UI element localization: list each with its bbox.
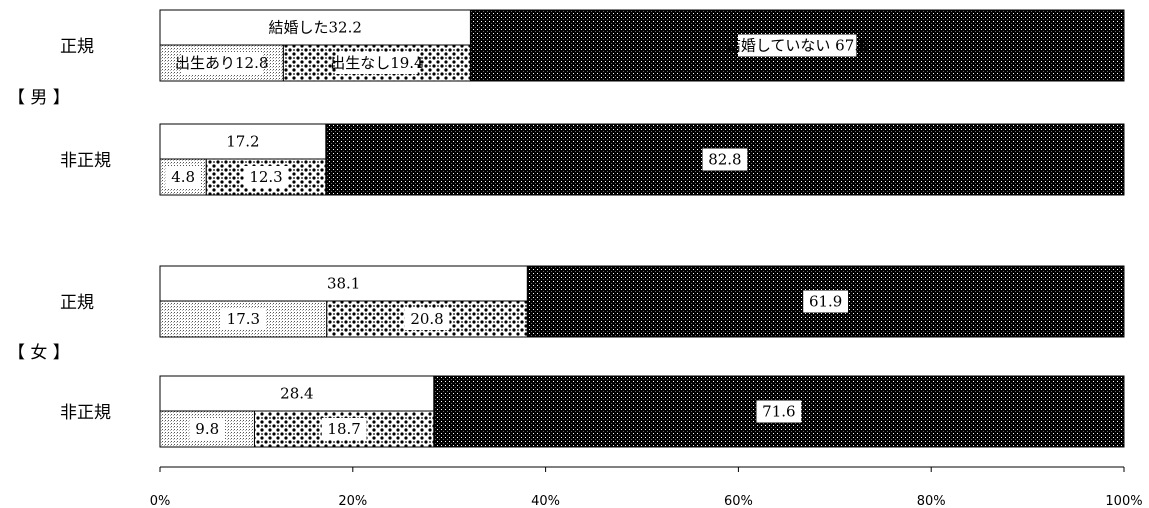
birth-0-label: 出生あり12.8: [175, 54, 268, 72]
no-birth-3-label-bg: [321, 418, 367, 440]
no-birth-1-label-group: 12.3: [243, 166, 289, 188]
no-birth-0-label: 出生なし19.4: [330, 54, 423, 72]
no-birth-1-label-bg: [243, 166, 289, 188]
birth-1-label-group: 4.8: [165, 166, 201, 188]
not-married-1-label-bg: [702, 148, 748, 171]
birth-1-label: 4.8: [171, 168, 195, 186]
group-labels: 【 男 】【 女 】: [8, 88, 70, 363]
bar-married-1: [159, 123, 327, 160]
not-married-2-label-group: 61.9: [803, 290, 849, 313]
x-tick-label-0: 0%: [150, 494, 171, 508]
not-married-1-label-group: 82.8: [702, 148, 748, 171]
birth-3-label-group: 9.8: [189, 418, 226, 440]
birth-2-label: 17.3: [227, 310, 260, 328]
bar-no-birth-2: [326, 300, 528, 338]
bar-row-2: 38.1 61.9 17.3 20.8: [159, 265, 1125, 338]
married-label-1: 17.2: [226, 133, 259, 151]
not-married-1-label: 82.8: [708, 151, 741, 169]
bar-row-1: 17.2 82.8 4.8 12.3: [159, 123, 1125, 196]
birth-3-label-bg: [189, 418, 226, 440]
no-birth-3-label: 18.7: [327, 420, 360, 438]
x-axis: 0% 20% 40% 60% 80% 100%: [150, 466, 1143, 508]
bars: 結婚した32.2 結婚していない 67.8 出生あり12.8 出生なし19.4 17.2…: [159, 9, 1125, 448]
x-tick-label-1: 20%: [338, 494, 367, 508]
x-tick-label-3: 60%: [724, 494, 753, 508]
no-birth-1-label: 12.3: [249, 168, 282, 186]
not-married-2-label: 61.9: [809, 293, 842, 311]
not-married-3-label: 71.6: [762, 403, 795, 421]
birth-0-label-group: 出生あり12.8: [175, 52, 268, 74]
bar-married-3: [159, 375, 435, 412]
row-label-1: 非正規: [60, 151, 111, 171]
married-label-2: 38.1: [327, 275, 360, 293]
not-married-3-label-group: 71.6: [756, 400, 802, 423]
x-tick-label-5: 100%: [1105, 494, 1142, 508]
x-tick-label-4: 80%: [917, 494, 946, 508]
group-label-0: 【 男 】: [8, 88, 70, 108]
group-label-1: 【 女 】: [8, 343, 70, 363]
bar-row-3: 28.4 71.6 9.8 18.7: [159, 375, 1125, 448]
row-label-0: 正規: [60, 37, 94, 57]
birth-0-label-bg: [180, 52, 263, 74]
no-birth-3-label-group: 18.7: [321, 418, 367, 440]
no-birth-2-label: 20.8: [410, 310, 443, 328]
not-married-0-label: 結婚していない 67.8: [726, 37, 869, 55]
not-married-0-label-group: 結婚していない 67.8: [726, 34, 869, 57]
no-birth-0-label-bg: [336, 52, 418, 74]
bar-married-2: [159, 265, 528, 302]
married-label-3: 28.4: [280, 385, 313, 403]
no-birth-2-label-bg: [404, 308, 450, 330]
row-label-3: 非正規: [60, 403, 111, 423]
bar-row-0: 結婚した32.2 結婚していない 67.8 出生あり12.8 出生なし19.4: [159, 9, 1125, 82]
bar-married-0: [159, 9, 471, 46]
not-married-2-label-bg: [803, 290, 849, 313]
birth-2-label-group: 17.3: [220, 308, 266, 330]
x-tick-label-2: 40%: [531, 494, 560, 508]
birth-1-label-bg: [165, 166, 201, 188]
row-label-2: 正規: [60, 293, 94, 313]
not-married-3-label-bg: [756, 400, 802, 423]
birth-3-label: 9.8: [195, 420, 219, 438]
no-birth-2-label-group: 20.8: [404, 308, 450, 330]
no-birth-0-label-group: 出生なし19.4: [330, 52, 424, 74]
not-married-0-label-bg: [738, 34, 857, 57]
married-label-0: 結婚した32.2: [269, 19, 362, 37]
birth-2-label-bg: [220, 308, 266, 330]
